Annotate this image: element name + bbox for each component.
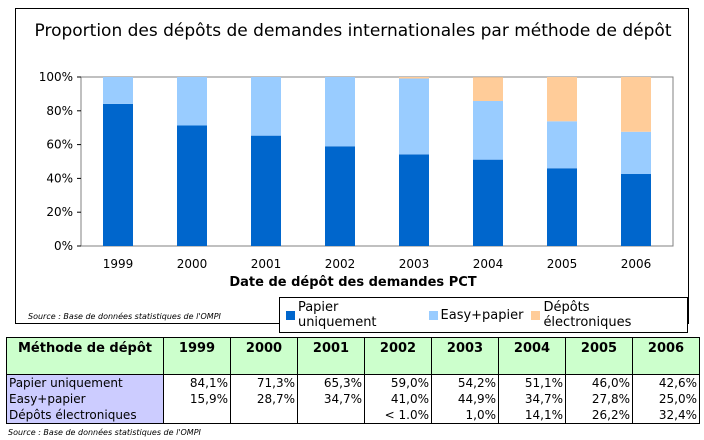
data-table: Méthode de dépôt 1999 2000 2001 2002 200…	[6, 337, 700, 424]
y-tick-label: 40%	[46, 171, 73, 185]
bar-segment	[251, 136, 281, 246]
table-cell: 34,7%	[499, 391, 566, 407]
bar-segment	[399, 77, 429, 79]
y-tick-label: 0%	[54, 239, 73, 253]
table-row: Papier uniquement84,1%71,3%65,3%59,0%54,…	[7, 375, 700, 392]
bar-segment	[399, 79, 429, 155]
bar-segment	[251, 77, 281, 136]
legend-swatch	[531, 311, 540, 320]
table-cell: < 1.0%	[365, 407, 432, 424]
legend-swatch	[286, 311, 295, 320]
row-label: Easy+papier	[7, 391, 164, 407]
table-cell: 71,3%	[231, 375, 298, 392]
table-cell: 44,9%	[432, 391, 499, 407]
x-tick-label: 2003	[399, 257, 430, 271]
table-source: Source : Base de données statistiques de…	[8, 428, 201, 437]
table-header: 2000	[231, 338, 298, 375]
table-cell: 51,1%	[499, 375, 566, 392]
bar-segment	[621, 132, 651, 174]
legend-swatch	[429, 311, 438, 320]
bar-segment	[325, 77, 355, 146]
x-tick-label: 2000	[177, 257, 208, 271]
table-cell: 26,2%	[566, 407, 633, 424]
x-tick-label: 2001	[251, 257, 282, 271]
table-row: Easy+papier15,9%28,7%34,7%41,0%44,9%34,7…	[7, 391, 700, 407]
y-tick-label: 20%	[46, 205, 73, 219]
table-cell	[164, 407, 231, 424]
table-header: 2002	[365, 338, 432, 375]
legend-item: Dépôts électroniques	[531, 300, 681, 330]
table-cell: 27,8%	[566, 391, 633, 407]
bar-segment	[547, 121, 577, 168]
table-cell: 54,2%	[432, 375, 499, 392]
chart-area: Proportion des dépôts de demandes intern…	[15, 8, 689, 324]
chart-source: Source : Base de données statistiques de…	[28, 312, 221, 321]
bar-segment	[547, 168, 577, 246]
table-header: 2001	[298, 338, 365, 375]
table-cell: 14,1%	[499, 407, 566, 424]
table-cell: 15,9%	[164, 391, 231, 407]
table-cell	[298, 407, 365, 424]
x-tick-label: 2005	[547, 257, 578, 271]
table-cell: 25,0%	[633, 391, 700, 407]
table-cell: 46,0%	[566, 375, 633, 392]
x-tick-label: 1999	[103, 257, 134, 271]
legend: Papier uniquement Easy+papier Dépôts éle…	[279, 297, 688, 333]
legend-item: Easy+papier	[429, 300, 524, 330]
table-cell: 32,4%	[633, 407, 700, 424]
x-tick-label: 2004	[473, 257, 504, 271]
table-cell: 1,0%	[432, 407, 499, 424]
legend-item: Papier uniquement	[286, 300, 421, 330]
legend-label: Dépôts électroniques	[543, 300, 681, 330]
table-header: 2006	[633, 338, 700, 375]
y-tick-label: 60%	[46, 138, 73, 152]
table-header: 1999	[164, 338, 231, 375]
bar-segment	[473, 101, 503, 160]
table-cell	[231, 407, 298, 424]
bar-segment	[325, 146, 355, 246]
bar-segment	[473, 160, 503, 246]
bar-segment	[103, 77, 133, 104]
bar-segment	[621, 174, 651, 246]
bar-segment	[177, 77, 207, 126]
table-cell: 65,3%	[298, 375, 365, 392]
table-header: 2003	[432, 338, 499, 375]
bar-segment	[177, 126, 207, 246]
bar-segment	[621, 77, 651, 132]
table-cell: 42,6%	[633, 375, 700, 392]
bar-segment	[103, 104, 133, 246]
legend-label: Papier uniquement	[298, 300, 421, 330]
legend-label: Easy+papier	[441, 308, 524, 323]
table-header: 2005	[566, 338, 633, 375]
x-tick-label: 2002	[325, 257, 356, 271]
bar-segment	[547, 77, 577, 121]
table-header: 2004	[499, 338, 566, 375]
bar-segment	[399, 154, 429, 246]
y-tick-label: 100%	[39, 70, 73, 84]
bar-segment	[473, 77, 503, 101]
row-label: Papier uniquement	[7, 375, 164, 392]
table-cell: 28,7%	[231, 391, 298, 407]
table-cell: 59,0%	[365, 375, 432, 392]
table-cell: 84,1%	[164, 375, 231, 392]
x-tick-label: 2006	[621, 257, 652, 271]
table-cell: 34,7%	[298, 391, 365, 407]
row-label: Dépôts électroniques	[7, 407, 164, 424]
plot-area	[81, 77, 673, 246]
x-axis-label: Date de dépôt des demandes PCT	[16, 275, 690, 290]
table-cell: 41,0%	[365, 391, 432, 407]
table-header: Méthode de dépôt	[7, 338, 164, 375]
y-tick-label: 80%	[46, 104, 73, 118]
table-row: Dépôts électroniques < 1.0%1,0%14,1%26,2%…	[7, 407, 700, 424]
